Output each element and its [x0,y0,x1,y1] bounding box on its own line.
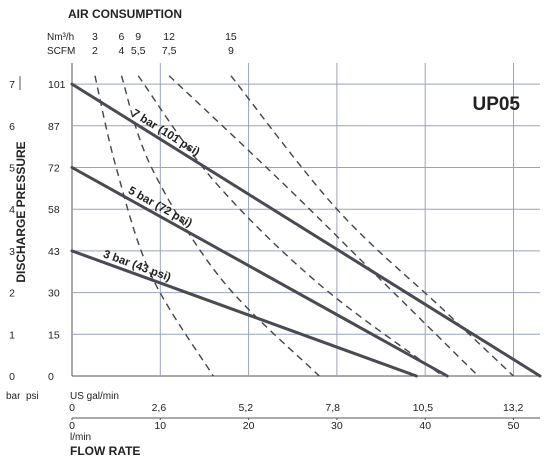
air-curve-3 [94,75,214,377]
x-tick-lmin: 10 [154,420,166,432]
x-tick-gal: 2,6 [152,402,167,414]
y-tick-psi: 87 [48,121,60,133]
air-curve-12 [168,75,479,377]
y-tick-bar: 7 [9,79,15,91]
x-tick-gal: 5,2 [238,402,253,414]
y-axis-title: DISCHARGE PRESSURE [14,141,28,282]
x-tick-lmin: 50 [508,420,520,432]
x-tick-gal: 10,5 [413,402,434,414]
y-unit-bar: bar [6,391,21,402]
air-consumption-title: AIR CONSUMPTION [68,7,182,21]
y-tick-psi: 101 [48,79,66,91]
air-tick-nm3h: 15 [225,31,237,43]
x-tick-lmin: 20 [243,420,255,432]
pressure-line [70,249,418,378]
y-tick-bar: 3 [9,246,15,258]
y-tick-bar: 6 [9,121,15,133]
nm3h-unit-label: Nm³/h [47,32,74,43]
y-unit-psi: psi [26,391,39,402]
air-tick-scfm: 4 [119,45,125,57]
pressure-curves: 7 bar (101 psi)5 bar (72 psi)3 bar (43 p… [70,82,542,378]
x-unit-lmin: l/min [70,432,91,443]
y-tick-bar: 1 [9,329,15,341]
x-tick-gal: 13,2 [503,402,524,414]
y-tick-psi: 43 [48,246,60,258]
air-tick-nm3h: 12 [163,31,175,43]
x-tick-gal: 7,8 [325,402,340,414]
air-tick-scfm: 9 [228,45,234,57]
y-tick-psi: 58 [48,204,60,216]
x-tick-gal: 0 [69,402,75,414]
axis-labels: 0 10 20 30 40 500 2,6 5,2 7,8 10,5 13,20 01 152 303 43… [9,31,540,432]
y-tick-bar: 5 [9,163,15,175]
y-tick-bar: 4 [9,204,15,216]
model-label: UP05 [472,94,520,115]
x-tick-lmin: 0 [69,420,75,432]
x-tick-lmin: 40 [419,420,431,432]
y-tick-psi: 15 [48,329,60,341]
grid [71,63,540,377]
air-curve-9 [137,75,444,377]
air-curve-15 [230,75,514,377]
air-tick-scfm: 5,5 [131,45,146,57]
air-tick-nm3h: 6 [119,31,125,43]
x-axis-title: FLOW RATE [70,444,140,458]
air-tick-scfm: 2 [92,45,98,57]
air-tick-nm3h: 3 [92,31,98,43]
pressure-line [70,166,449,378]
y-tick-psi: 72 [48,163,60,175]
y-tick-bar: 2 [9,288,15,300]
pressure-line [70,82,542,378]
scfm-unit-label: SCFM [47,46,75,57]
x-unit-gal: US gal/min [70,391,119,402]
x-tick-lmin: 30 [331,420,343,432]
air-tick-nm3h: 9 [135,31,141,43]
y-tick-bar: 0 [9,371,15,383]
y-tick-psi: 30 [48,288,60,300]
air-tick-scfm: 7,5 [162,45,177,57]
y-tick-psi: 0 [48,371,54,383]
